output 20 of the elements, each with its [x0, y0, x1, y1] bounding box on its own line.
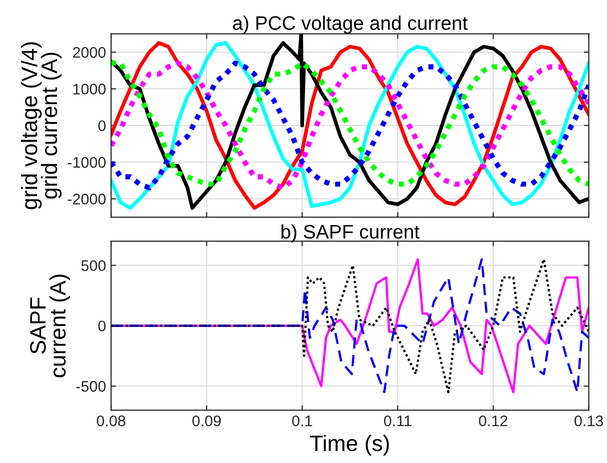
line-series — [111, 258, 589, 394]
chart-title: a) PCC voltage and current — [232, 16, 468, 34]
x-tick-label: 0.08 — [96, 415, 126, 426]
y-tick-label: -2000 — [68, 194, 106, 204]
y-tick-label: 2000 — [73, 47, 106, 58]
x-tick-label: 0.09 — [192, 415, 221, 426]
x-tick-label: 0.13 — [574, 415, 603, 426]
y-tick-label: -500 — [76, 380, 106, 392]
x-axis-title: Time (s) — [310, 434, 389, 456]
x-tick-label: 0.11 — [384, 415, 412, 426]
y-tick-label: 0 — [98, 320, 106, 332]
y-tick-label: 500 — [81, 260, 106, 272]
y-axis-title: grid voltage (V/4) grid current (A) — [20, 42, 62, 210]
x-tick-label: 0.12 — [478, 415, 508, 426]
chart-title: b) SAPF current — [281, 224, 420, 242]
y-axis-title: SAPF current (A) — [30, 274, 70, 378]
y-tick-label: 1000 — [73, 84, 106, 94]
x-tick-label: 0.1 — [292, 415, 312, 426]
y-tick-label: -1000 — [68, 157, 106, 168]
y-tick-label: 0 — [98, 120, 106, 132]
